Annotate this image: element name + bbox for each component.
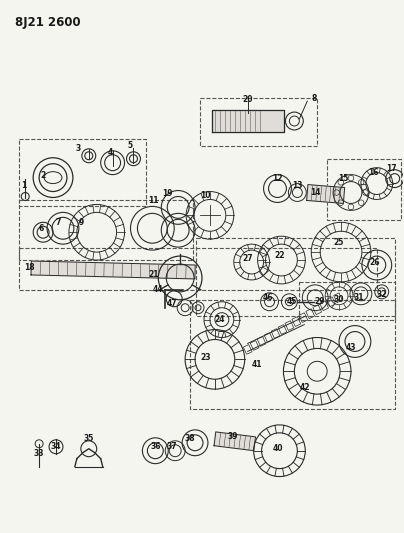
Text: 17: 17 — [386, 164, 397, 173]
Text: 40: 40 — [272, 444, 283, 453]
Text: 32: 32 — [377, 290, 387, 300]
Text: 39: 39 — [227, 432, 238, 441]
Text: 41: 41 — [251, 360, 262, 369]
Bar — [200, 98, 317, 146]
Text: 8J21 2600: 8J21 2600 — [15, 16, 81, 29]
Bar — [264, 333, 273, 342]
Bar — [327, 297, 335, 306]
Bar — [19, 139, 146, 206]
Text: 30: 30 — [334, 295, 344, 304]
Text: 46: 46 — [262, 293, 273, 302]
Text: 34: 34 — [51, 442, 61, 451]
Bar — [292, 317, 301, 327]
Polygon shape — [214, 432, 255, 451]
Text: 3: 3 — [75, 144, 80, 154]
Text: 16: 16 — [368, 168, 379, 177]
Bar — [320, 301, 328, 311]
Text: 13: 13 — [292, 181, 303, 190]
Bar — [190, 300, 395, 409]
Text: 15: 15 — [338, 174, 348, 183]
Bar — [196, 238, 395, 316]
Text: 11: 11 — [148, 196, 159, 205]
Text: 27: 27 — [242, 254, 253, 263]
Text: 20: 20 — [242, 95, 253, 103]
Bar — [19, 248, 377, 290]
Bar — [278, 325, 287, 334]
Text: 8: 8 — [311, 94, 317, 103]
Text: 7: 7 — [55, 218, 61, 227]
Text: 44: 44 — [153, 285, 164, 294]
Text: 6: 6 — [38, 224, 44, 233]
Text: 36: 36 — [150, 442, 160, 451]
Text: 42: 42 — [300, 383, 311, 392]
Text: 23: 23 — [201, 353, 211, 362]
Text: 43: 43 — [346, 343, 356, 352]
Text: 14: 14 — [310, 188, 320, 197]
Text: 45: 45 — [286, 297, 297, 306]
Text: 29: 29 — [314, 297, 324, 306]
Text: 22: 22 — [274, 251, 285, 260]
Text: 31: 31 — [354, 293, 364, 302]
Text: 18: 18 — [24, 263, 34, 272]
Text: 25: 25 — [334, 238, 344, 247]
Bar — [285, 321, 294, 330]
Text: 19: 19 — [162, 189, 173, 198]
Bar — [299, 282, 395, 320]
Bar — [306, 309, 315, 319]
Text: 35: 35 — [84, 434, 94, 443]
Text: 9: 9 — [78, 218, 84, 227]
Polygon shape — [307, 184, 345, 204]
Bar — [271, 329, 280, 338]
Text: 38: 38 — [185, 434, 196, 443]
Text: 12: 12 — [272, 174, 283, 183]
Bar — [299, 313, 308, 322]
Polygon shape — [31, 261, 195, 279]
Bar — [257, 337, 266, 346]
Polygon shape — [212, 110, 284, 132]
Text: 26: 26 — [370, 257, 380, 266]
Bar — [327, 159, 401, 220]
Text: 5: 5 — [128, 141, 133, 150]
Text: 33: 33 — [34, 449, 44, 458]
Bar — [19, 200, 193, 260]
Text: 2: 2 — [40, 171, 46, 180]
Text: 10: 10 — [200, 191, 210, 200]
Text: 4: 4 — [108, 148, 113, 157]
Bar — [334, 293, 343, 303]
Text: 47: 47 — [167, 299, 177, 308]
Text: 24: 24 — [215, 315, 225, 324]
Text: 37: 37 — [167, 442, 177, 451]
Bar — [313, 305, 322, 314]
Bar — [250, 341, 259, 350]
Text: 1: 1 — [21, 181, 27, 190]
Text: 21: 21 — [148, 270, 159, 279]
Bar — [243, 344, 252, 354]
